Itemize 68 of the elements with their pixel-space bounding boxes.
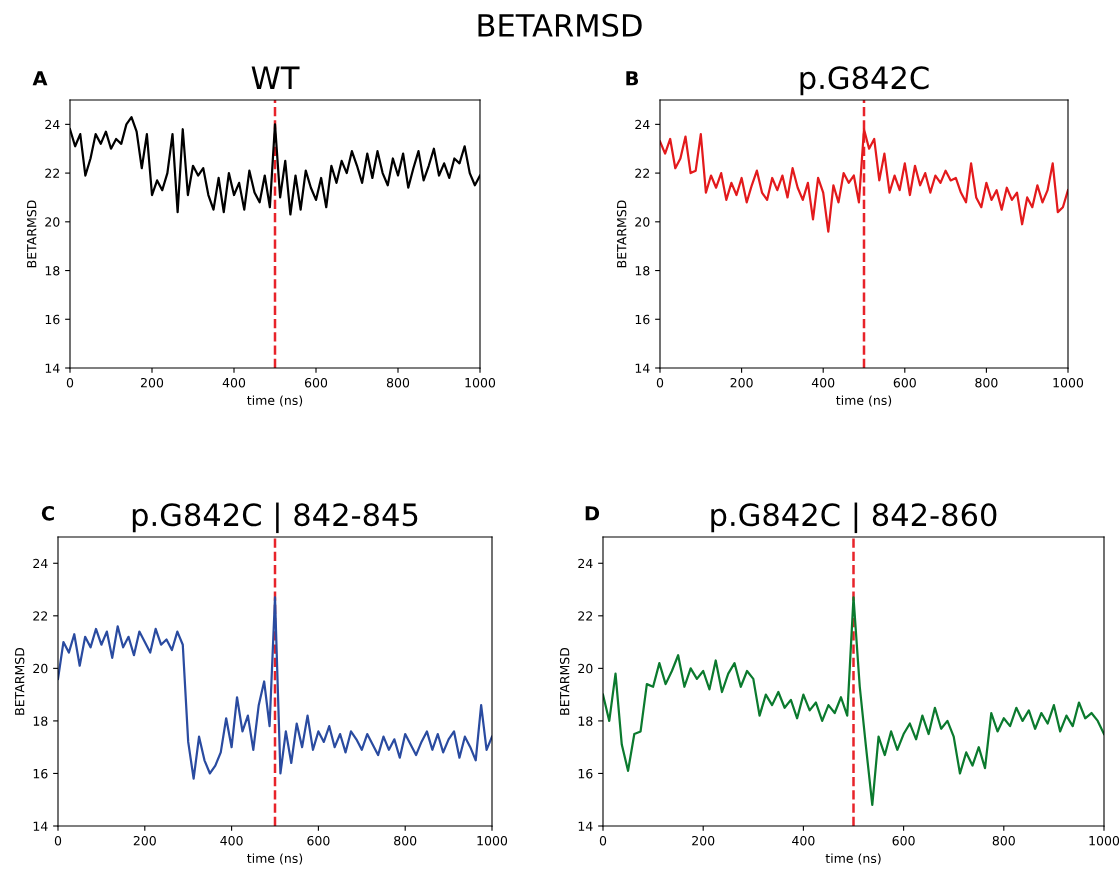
x-tick-label: 200 — [692, 835, 715, 846]
x-tick-label: 600 — [892, 835, 915, 846]
text: C — [41, 505, 54, 521]
x-tick-label: 200 — [140, 377, 164, 388]
x-tick-label: 0 — [54, 835, 62, 846]
x-axis-title: time (ns) — [247, 395, 303, 407]
y-tick-label: 18 — [33, 716, 48, 726]
y-tick-label: 24 — [33, 558, 48, 569]
y-tick-label: 18 — [45, 266, 60, 276]
x-axis-title: time (ns) — [247, 853, 303, 865]
x-tick-label: 0 — [66, 377, 74, 388]
y-tick-label: 16 — [33, 768, 48, 779]
y-tick-label: 24 — [45, 119, 60, 130]
chart-title: p.G842C | 842-845 — [132, 502, 418, 534]
y-tick-label: 22 — [33, 611, 48, 621]
line-series — [603, 596, 1104, 807]
y-tick-label: 20 — [578, 663, 593, 674]
y-tick-label: 16 — [635, 314, 650, 325]
y-tick-label: 16 — [578, 768, 593, 779]
y-axis-title: BETARMSD — [616, 200, 627, 268]
y-tick-label: 20 — [33, 663, 48, 674]
x-tick-label: 200 — [730, 377, 753, 388]
y-tick-label: 24 — [578, 558, 593, 569]
y-tick-label: 22 — [45, 168, 60, 178]
chart-title: p.G842C | 842-860 — [711, 502, 997, 534]
y-tick-label: 22 — [578, 611, 593, 621]
x-tick-label: 400 — [220, 835, 243, 846]
y-tick-label: 18 — [578, 716, 593, 726]
y-tick-label: 14 — [33, 821, 48, 831]
x-tick-label: 600 — [304, 377, 328, 388]
x-tick-label: 800 — [394, 835, 417, 846]
x-axis-title: time (ns) — [825, 853, 881, 865]
y-tick-label: 18 — [635, 266, 650, 276]
text: D — [585, 506, 600, 521]
y-tick-label: 24 — [635, 119, 650, 130]
x-axis-title: time (ns) — [836, 395, 892, 407]
y-axis-title: BETARMSD — [559, 647, 570, 715]
x-tick-label: 800 — [386, 377, 410, 388]
line-series — [660, 128, 1068, 233]
x-tick-label: 800 — [975, 377, 998, 388]
x-tick-label: 1000 — [465, 377, 496, 388]
x-tick-label: 600 — [893, 377, 916, 388]
y-tick-label: 20 — [45, 217, 60, 227]
x-tick-label: 0 — [599, 835, 607, 846]
x-tick-label: 1000 — [1089, 835, 1119, 846]
y-tick-label: 22 — [635, 168, 650, 178]
line-series — [58, 596, 492, 780]
y-tick-label: 14 — [45, 363, 60, 373]
x-tick-label: 200 — [133, 835, 156, 846]
y-tick-label: 14 — [578, 821, 593, 831]
x-tick-label: 1000 — [477, 835, 508, 846]
y-tick-label: 16 — [45, 314, 60, 325]
chart-title: WT — [251, 66, 300, 89]
x-tick-label: 400 — [811, 377, 835, 388]
x-tick-label: 1000 — [1053, 377, 1084, 388]
text: BETARMSD — [478, 13, 642, 37]
x-tick-label: 600 — [307, 835, 330, 846]
x-tick-label: 800 — [992, 835, 1015, 846]
x-tick-label: 0 — [656, 377, 664, 388]
x-tick-label: 400 — [792, 835, 815, 846]
text: B — [626, 71, 639, 86]
chart-title: p.G842C — [800, 66, 929, 96]
y-axis-title: BETARMSD — [26, 200, 37, 268]
y-tick-label: 20 — [635, 217, 650, 227]
x-tick-label: 400 — [222, 377, 246, 388]
y-axis-title: BETARMSD — [14, 647, 25, 715]
text: A — [32, 71, 48, 86]
y-tick-label: 14 — [635, 363, 650, 373]
